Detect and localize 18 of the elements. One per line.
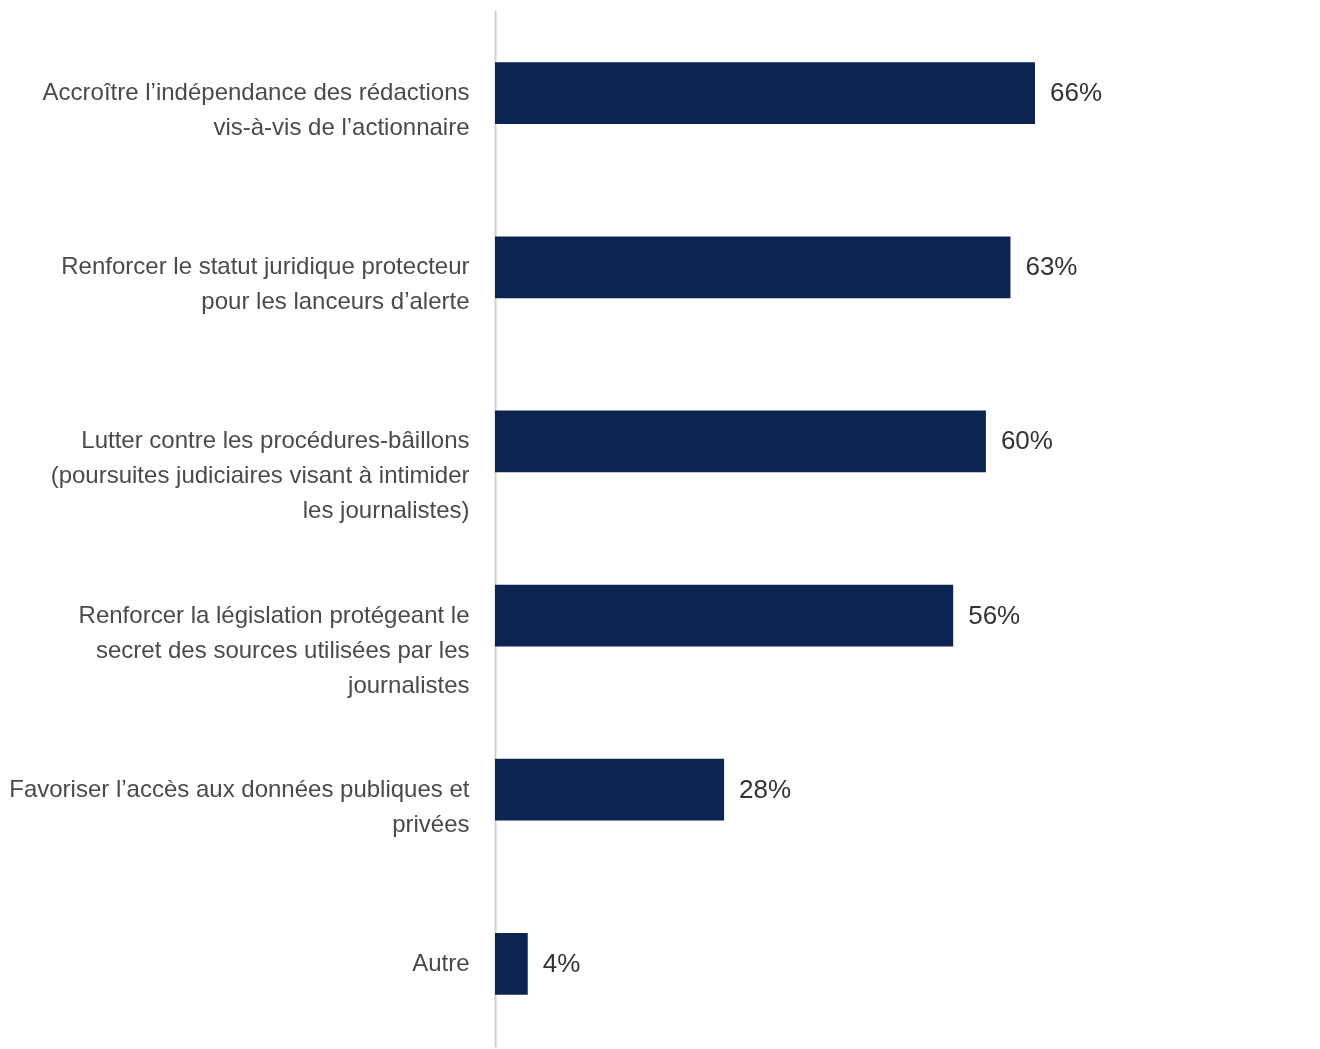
bar bbox=[495, 236, 1011, 299]
y-tick-label: Accroître l’indépendance des rédactions vis-à-vis de l’actionnaire bbox=[42, 78, 470, 141]
y-tick-label: Favoriser l’accès aux données publiques et privées bbox=[9, 774, 470, 837]
y-tick-label: Lutter contre les procédures-bâillons (poursuites judiciaires visant à intimider les journalistes) bbox=[50, 426, 470, 524]
data-label: 66% bbox=[1050, 77, 1103, 108]
data-label: 28% bbox=[739, 773, 792, 804]
y-tick-label: Renforcer la législation protégeant le secret des sources utilisées par les journalistes bbox=[78, 600, 470, 698]
bar bbox=[495, 584, 954, 647]
bar bbox=[495, 758, 725, 821]
bar bbox=[495, 932, 528, 995]
y-tick-label: Autre bbox=[412, 948, 470, 976]
bar bbox=[495, 62, 1035, 125]
data-label: 63% bbox=[1025, 251, 1078, 282]
bar bbox=[495, 410, 986, 473]
data-label: 56% bbox=[968, 599, 1021, 630]
y-tick-label: Renforcer le statut juridique protecteur pour les lanceurs d’alerte bbox=[61, 252, 470, 315]
data-label: 4% bbox=[542, 947, 581, 978]
data-label: 60% bbox=[1000, 425, 1053, 456]
